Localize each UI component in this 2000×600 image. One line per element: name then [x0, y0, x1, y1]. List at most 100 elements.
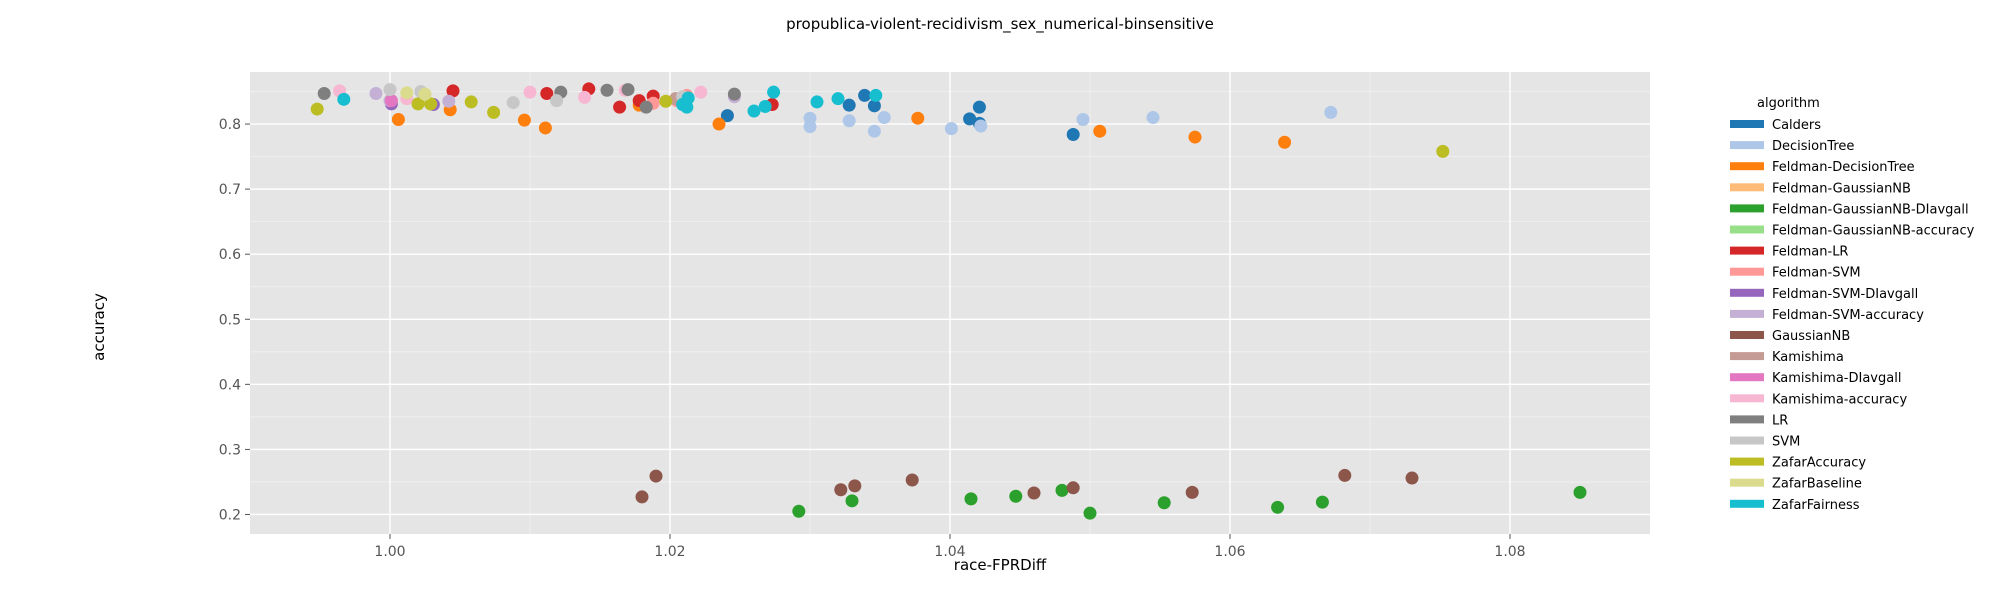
point-gaussiannb [834, 483, 848, 497]
point-feldman-gaussiannb-diavgall [1055, 483, 1069, 497]
legend-swatch-zafarbaseline [1730, 478, 1764, 487]
point-kamishima-accuracy [578, 90, 592, 104]
point-zafarbaseline [418, 87, 432, 101]
point-feldman-decisiontree [1278, 135, 1292, 149]
point-feldman-gaussiannb-diavgall [1573, 485, 1587, 499]
x-axis-label: race-FPRDiff [954, 556, 1047, 574]
point-feldman-gaussiannb-diavgall [1157, 496, 1171, 510]
legend-swatch-kamishima [1730, 352, 1764, 361]
legend-label-feldman-svm-accuracy: Feldman-SVM-accuracy [1772, 308, 1924, 323]
point-svm [506, 96, 520, 110]
point-zafaraccuracy [659, 94, 673, 108]
legend-label-feldman-svm: Feldman-SVM [1772, 266, 1861, 281]
point-feldman-gaussiannb-diavgall [1315, 495, 1329, 509]
point-calders [963, 112, 977, 126]
point-calders [842, 98, 856, 112]
point-gaussiannb [635, 490, 649, 504]
point-decisiontree [842, 114, 856, 128]
point-feldman-decisiontree [391, 113, 405, 127]
point-gaussiannb [905, 473, 919, 487]
point-feldman-decisiontree [712, 117, 726, 131]
legend-swatch-feldman-svm-accuracy [1730, 309, 1764, 318]
y-tick-label: 0.2 [219, 507, 241, 523]
legend-swatch-feldman-gaussiannb-diavgall [1730, 204, 1764, 213]
y-axis-label: accuracy [90, 293, 108, 361]
point-zafarfairness [767, 85, 781, 99]
y-tick-label: 0.8 [219, 117, 241, 133]
point-feldman-gaussiannb-diavgall [845, 494, 859, 508]
legend-swatch-zafaraccuracy [1730, 457, 1764, 466]
data-points [310, 82, 1587, 520]
point-lr [727, 87, 741, 101]
point-lr [317, 86, 331, 100]
legend-label-feldman-decisiontree: Feldman-DecisionTree [1772, 160, 1915, 175]
point-gaussiannb [1027, 486, 1041, 500]
legend-swatch-calders [1730, 120, 1764, 128]
point-zafaraccuracy [424, 97, 438, 111]
legend-label-calders: Calders [1772, 118, 1821, 133]
point-zafarfairness [337, 92, 351, 106]
x-tick-label: 1.04 [934, 544, 965, 560]
y-tick-label: 0.7 [219, 182, 241, 198]
point-gaussiannb [1338, 468, 1352, 482]
x-tick-label: 1.02 [654, 544, 685, 560]
point-decisiontree [1324, 105, 1338, 119]
point-zafarbaseline [400, 86, 414, 100]
point-calders [1066, 127, 1080, 141]
point-feldman-decisiontree [1188, 130, 1202, 144]
point-svm [383, 83, 397, 97]
point-gaussiannb [1405, 471, 1419, 485]
y-tick-label: 0.5 [219, 312, 241, 328]
point-feldman-gaussiannb-diavgall [1009, 489, 1023, 503]
legend-label-zafarbaseline: ZafarBaseline [1772, 477, 1862, 492]
point-zafaraccuracy [1436, 144, 1450, 158]
point-zafaraccuracy [310, 102, 324, 116]
legend-swatch-svm [1730, 436, 1764, 445]
point-zafarfairness [831, 92, 845, 106]
point-feldman-gaussiannb-diavgall [1083, 506, 1097, 520]
axis-ticks: 1.00 1.02 1.04 1.06 1.08 0.2 0.3 0.4 0.5 0.6 0.7 0.… [219, 117, 1526, 560]
point-svm [550, 94, 564, 108]
point-feldman-decisiontree [538, 121, 552, 135]
x-tick-label: 1.06 [1214, 544, 1245, 560]
point-kamishima-accuracy [523, 85, 537, 99]
point-zafarfairness [747, 104, 761, 118]
legend-label-lr: LR [1772, 413, 1788, 428]
legend-swatch-lr [1730, 415, 1764, 424]
point-decisiontree [944, 122, 958, 136]
legend-label-kamishima-accuracy: Kamishima-accuracy [1772, 392, 1907, 407]
point-decisiontree [974, 119, 988, 133]
point-feldman-decisiontree [1093, 124, 1107, 138]
point-calders [720, 109, 734, 123]
legend-swatch-decisiontree [1730, 141, 1764, 150]
point-lr [600, 83, 614, 97]
legend: Calders DecisionTree Feldman-DecisionTree F… [1730, 118, 1975, 513]
legend-label-decisiontree: DecisionTree [1772, 139, 1854, 154]
legend-swatch-kamishima-diavgall [1730, 373, 1764, 382]
x-tick-label: 1.08 [1494, 544, 1525, 560]
legend-label-feldman-svm-diavgall: Feldman-SVM-DIavgall [1772, 287, 1918, 302]
y-tick-label: 0.3 [219, 442, 241, 458]
point-calders [972, 100, 986, 114]
point-feldman-gaussiannb-diavgall [1271, 500, 1285, 514]
legend-label-svm: SVM [1772, 435, 1800, 450]
legend-swatch-gaussiannb [1730, 331, 1764, 339]
point-zafarfairness [758, 99, 772, 113]
legend-label-gaussiannb: GaussianNB [1772, 329, 1850, 344]
point-zafarfairness [810, 95, 824, 109]
point-feldman-svm-accuracy [369, 86, 383, 100]
point-feldman-lr [540, 86, 554, 100]
point-feldman-decisiontree [911, 111, 925, 125]
x-tick-label: 1.00 [374, 544, 405, 560]
point-calders [858, 88, 872, 102]
legend-swatch-feldman-gaussiannb [1730, 183, 1764, 192]
point-gaussiannb [1066, 481, 1080, 495]
point-gaussiannb [848, 479, 862, 493]
point-decisiontree [877, 111, 891, 125]
point-calders [867, 99, 881, 113]
point-zafaraccuracy [464, 95, 478, 109]
major-gridlines [250, 72, 1650, 534]
legend-label-zafaraccuracy: ZafarAccuracy [1772, 456, 1866, 471]
point-zafaraccuracy [411, 97, 425, 111]
